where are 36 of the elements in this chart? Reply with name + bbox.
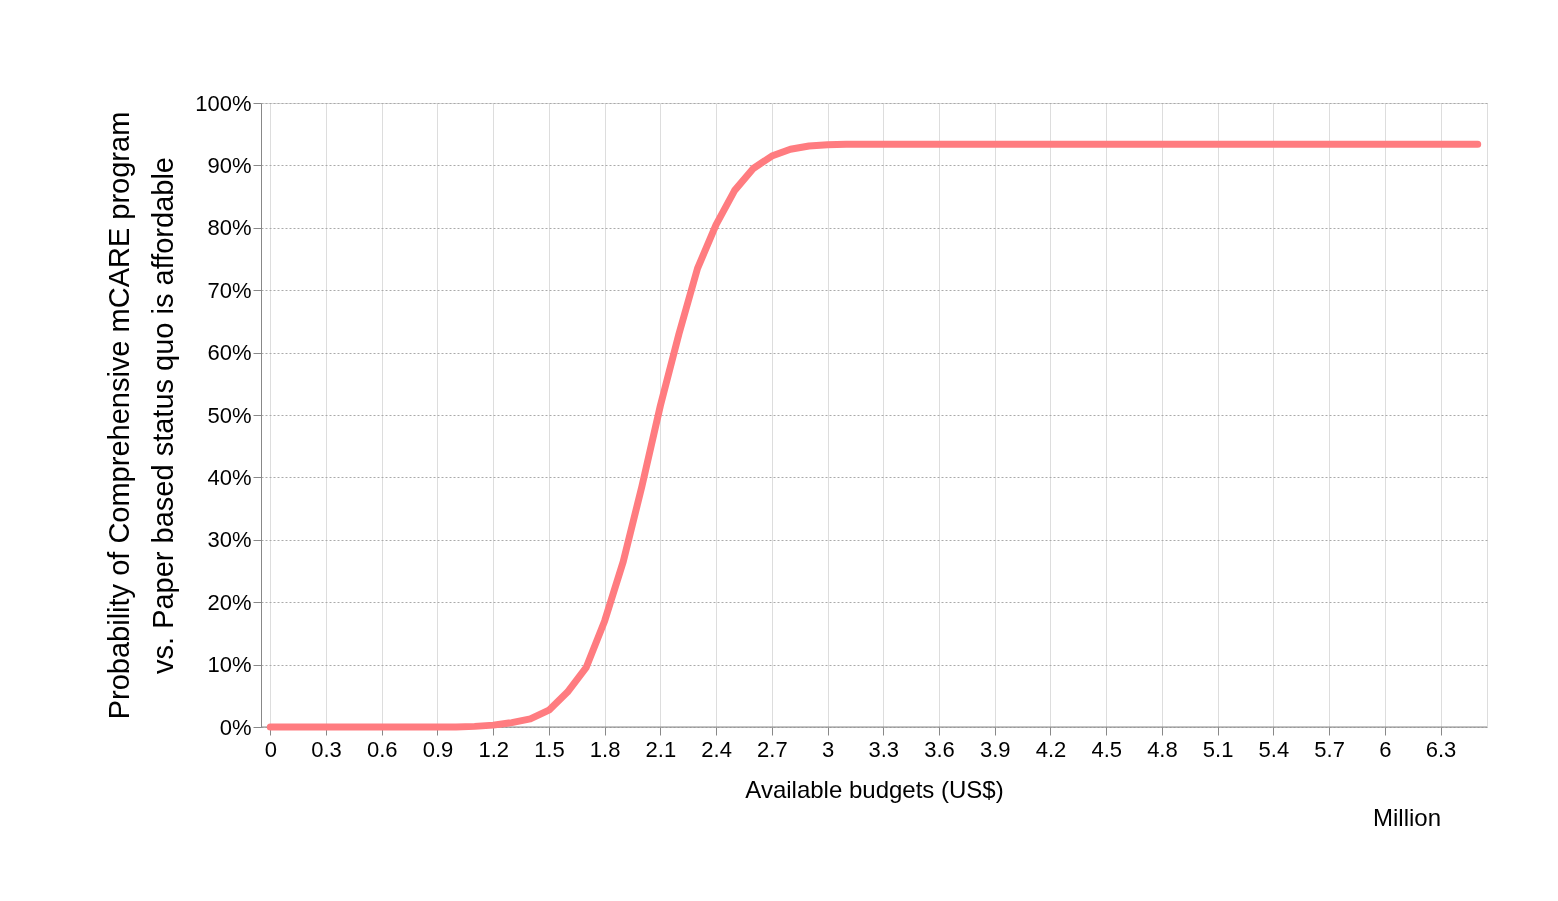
x-axis-title: Available budgets (US$) — [745, 775, 1004, 803]
text: Million — [1372, 804, 1442, 831]
x-tick-label: 6.3 — [1425, 736, 1457, 762]
x-tick-label: 0.6 — [366, 736, 398, 762]
x-tick-label: 6 — [1379, 736, 1392, 762]
x-tick-label: 1.2 — [478, 736, 509, 762]
x-tick-label: 5.7 — [1314, 736, 1345, 762]
x-tick-label: 4.8 — [1147, 736, 1178, 762]
y-tick-label: 80% — [207, 215, 252, 241]
y-tick-label: 70% — [207, 277, 252, 303]
y-tick-label: 10% — [207, 652, 252, 678]
x-tick-label: 3.6 — [924, 736, 955, 762]
x-tick-label: 1.5 — [534, 736, 565, 762]
x-tick-label: 3.9 — [979, 736, 1011, 762]
x-tick-label: 4.2 — [1035, 736, 1067, 762]
x-tick-label: 1.8 — [589, 736, 621, 762]
x-tick-label: 0.9 — [422, 736, 454, 762]
x-tick-label: 2.4 — [701, 736, 732, 762]
y-tick-label: 90% — [207, 152, 252, 178]
y-tick-label: 50% — [207, 402, 252, 428]
x-tick-label: 0.3 — [311, 736, 342, 762]
y-tick-label: 100% — [195, 90, 252, 116]
x-tick-label: 2.7 — [757, 736, 788, 762]
y-axis-title: Probability of Comprehensive mCARE program vs. Paper based status quo is affordable — [103, 111, 180, 720]
y-tick-label: 20% — [207, 589, 252, 615]
y-tick-label: 0% — [219, 714, 252, 740]
y-tick-label: 30% — [207, 527, 252, 553]
x-tick-label: 4.5 — [1091, 736, 1122, 762]
x-tick-label: 2.1 — [645, 736, 677, 762]
x-tick-label: 5.4 — [1258, 736, 1290, 762]
y-tick-label: 40% — [207, 464, 252, 490]
x-tick-label: 5.1 — [1202, 736, 1234, 762]
x-tick-label: 0 — [264, 736, 277, 762]
y-tick-label: 60% — [207, 340, 252, 366]
x-tick-label: 3.3 — [868, 736, 900, 762]
x-tick-label: 3 — [821, 736, 835, 762]
